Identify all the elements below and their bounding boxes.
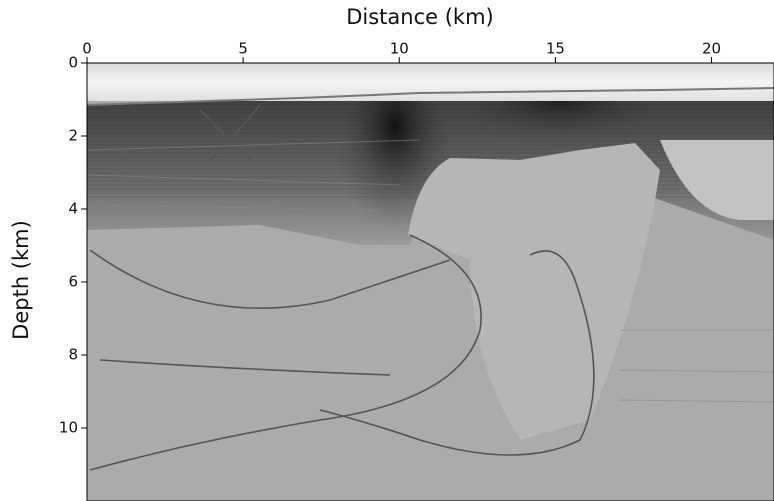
y-tick-label: 10 bbox=[59, 419, 78, 437]
y-axis-title: Depth (km) bbox=[9, 220, 33, 340]
y-tick-label: 0 bbox=[68, 54, 78, 72]
seismic-image bbox=[87, 63, 774, 501]
x-tick-label: 0 bbox=[82, 40, 92, 58]
y-tick-label: 6 bbox=[68, 273, 78, 291]
x-tick-label: 5 bbox=[238, 40, 248, 58]
x-tick-label: 10 bbox=[390, 40, 409, 58]
y-tick-label: 4 bbox=[68, 200, 78, 218]
chart: Distance (km) Depth (km) 0 5 10 15 20 0 2 4 6 8 10 bbox=[0, 0, 774, 501]
x-tick-label: 15 bbox=[546, 40, 565, 58]
y-tick-label: 8 bbox=[68, 346, 78, 364]
x-axis-title: Distance (km) bbox=[346, 5, 494, 29]
x-tick-label: 20 bbox=[702, 40, 721, 58]
y-tick-label: 2 bbox=[68, 127, 78, 145]
